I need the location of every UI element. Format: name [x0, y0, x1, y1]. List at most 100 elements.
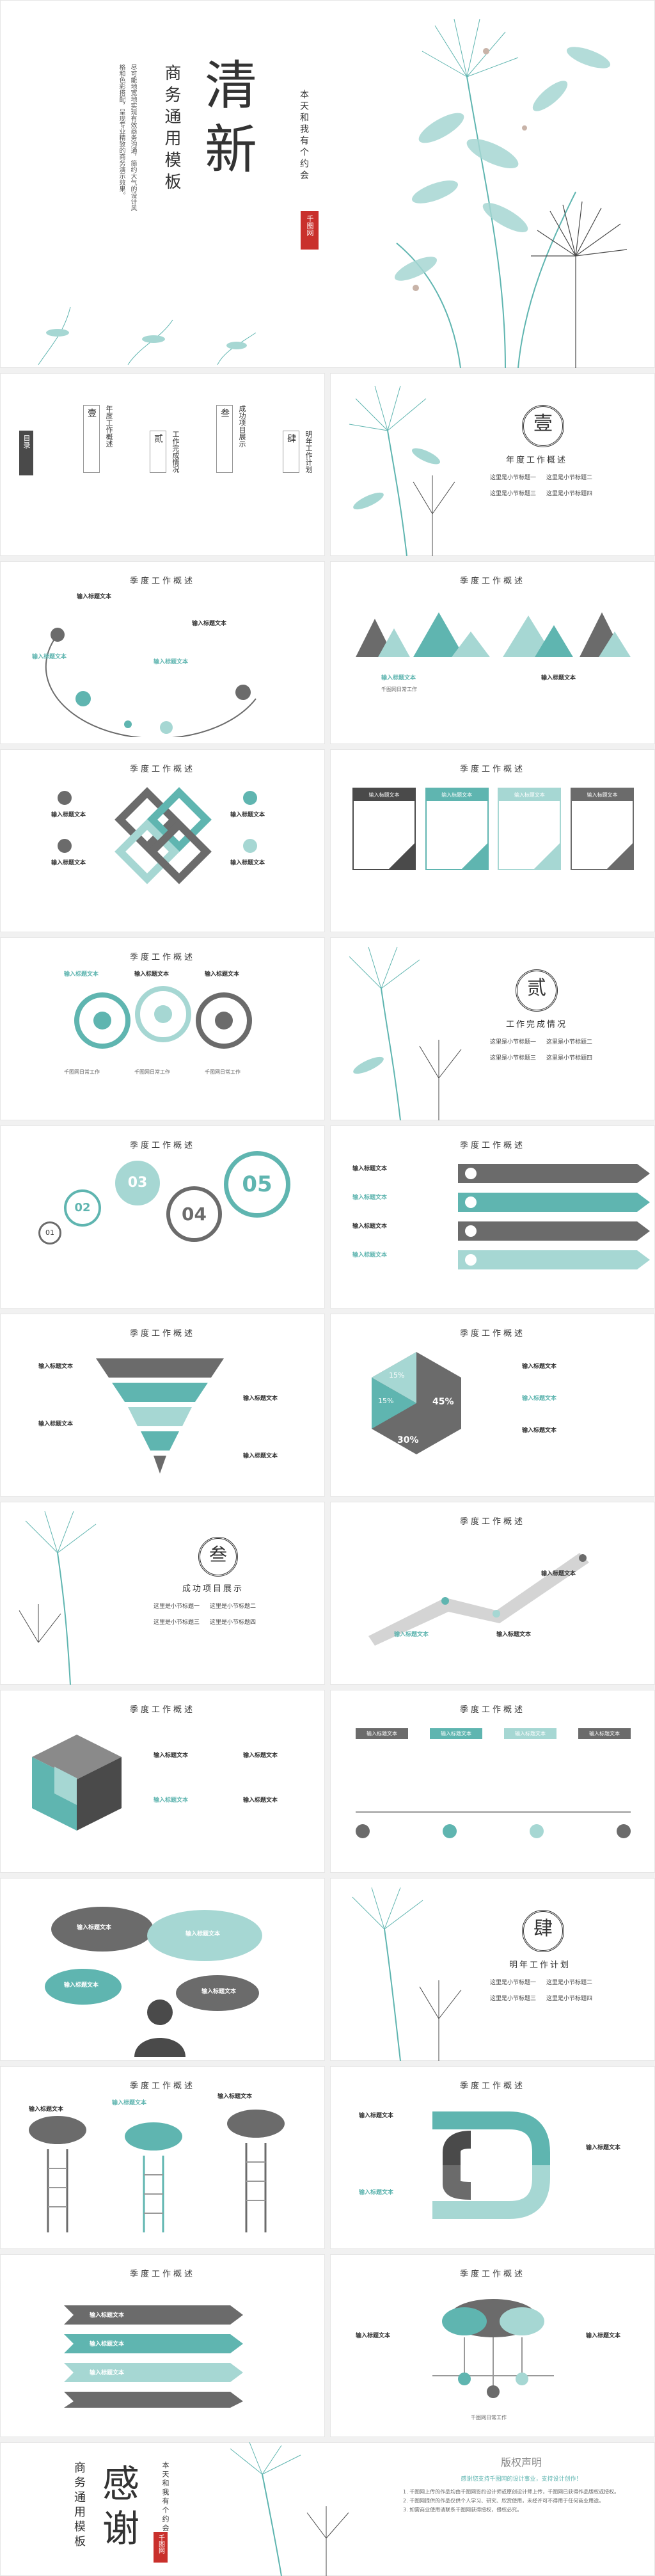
label-title: 输入标题文本 — [586, 2333, 621, 2339]
ending-slide: 感 谢 商务通用模板 本天和我有个约会 千图网 版权声明 感谢您支持千图网的设计… — [0, 2442, 655, 2576]
card-header: 输入标题文本 — [499, 789, 560, 801]
label-title: 输入标题文本 — [586, 2145, 621, 2151]
cover-intro: 尽可能地宽地实现有效商务沟通，简约大气的设计风格和色彩搭配，呈现专业精致的商务演… — [118, 64, 136, 211]
label-title: 输入标题文本 — [230, 860, 265, 866]
toc-badge: 目录 — [19, 431, 33, 475]
bullet-item: 这里是小节标题四 — [210, 1619, 256, 1626]
section-4-bullets: 这里是小节标题一 这里是小节标题二 这里是小节标题三 这里是小节标题四 — [490, 1974, 592, 2006]
bullet-item: 这里是小节标题二 — [210, 1603, 256, 1610]
section-4-number: 肆 — [522, 1910, 564, 1952]
stamp: 千图网 — [154, 2532, 168, 2563]
toc-item-1[interactable]: 壹年度工作概述 — [83, 405, 114, 473]
hex-pct: 15% — [378, 1397, 394, 1405]
label-title: 输入标题文本 — [154, 659, 189, 665]
pipe-diagram — [432, 2111, 550, 2219]
bullet-item: 这里是小节标题一 — [490, 475, 537, 481]
dandelion-illustration — [349, 946, 462, 1120]
dandelion-illustration — [19, 1511, 97, 1685]
slide-title: 季度工作概述 — [129, 1329, 195, 1339]
label-title: 输入标题文本 — [243, 1797, 278, 1804]
dandelion-illustration — [352, 1887, 462, 2061]
toc-item-4-title: 明年工作计划 — [304, 431, 313, 473]
label-title: 输入标题文本 — [205, 971, 240, 978]
card-row: 输入标题文本 输入标题文本 输入标题文本 输入标题文本 — [352, 788, 634, 870]
label-title: 输入标题文本 — [154, 1753, 189, 1759]
copyright-block: 版权声明 感谢您支持千图网的设计事业，支持设计创作！ 1. 千图网上传的作品均由… — [403, 2454, 640, 2515]
section-4-title: 明年工作计划 — [509, 1960, 571, 1970]
section-3-bullets: 这里是小节标题一 这里是小节标题二 这里是小节标题三 这里是小节标题四 — [154, 1598, 256, 1630]
hub-diagram — [432, 2299, 554, 2398]
label-title: 输入标题文本 — [217, 2094, 253, 2100]
copyright-line: 2. 千图网提供的作品仅供个人学习、研究、欣赏使用，未经许可不得用于任何商业用途… — [403, 2498, 604, 2504]
slide-title: 季度工作概述 — [129, 1141, 195, 1150]
number-circle: 04 — [166, 1186, 222, 1242]
growth-arrow — [368, 1553, 589, 1646]
dandelion-illustration — [349, 385, 455, 556]
banner-slide: 季度工作概述 输入标题文本 输入标题文本 输入标题文本 — [0, 2254, 325, 2437]
slide-title: 季度工作概述 — [129, 953, 195, 962]
user-icon — [617, 1824, 631, 1838]
chain-slide: 季度工作概述 输入标题文本 输入标题文本 输入标题文本 输入标题文本 — [0, 749, 325, 932]
bullet-item: 这里是小节标题三 — [490, 1996, 537, 2002]
arc-diagram — [45, 628, 256, 737]
section-3-title: 成功项目展示 — [182, 1584, 244, 1594]
process-header: 输入标题文本 — [578, 1728, 631, 1739]
toc-item-2[interactable]: 贰工作完成情况 — [150, 431, 180, 473]
stamp: 千图网 — [301, 211, 319, 250]
bullet-item: 这里是小节标题三 — [154, 1619, 200, 1626]
ending-subtitle: 本天和我有个约会 — [161, 2461, 170, 2533]
toc-item-2-title: 工作完成情况 — [171, 431, 180, 473]
label-title: 输入标题文本 — [359, 2190, 394, 2196]
toc-item-3[interactable]: 叁成功项目展示 — [216, 405, 247, 473]
ribbon-bars — [458, 1164, 650, 1269]
card: 输入标题文本 — [352, 788, 416, 870]
card-header: 输入标题文本 — [354, 789, 414, 801]
section-1-title: 年度工作概述 — [506, 456, 568, 465]
section-3-number: 叁 — [198, 1537, 238, 1577]
label-title: 输入标题文本 — [243, 1395, 278, 1402]
slide-title: 季度工作概述 — [129, 2081, 195, 2091]
bullet-item: 这里是小节标题四 — [546, 1996, 593, 2002]
slide-title: 季度工作概述 — [459, 1141, 525, 1150]
cube-slide: 季度工作概述 输入标题文本 输入标题文本 输入标题文本 输入标题文本 — [0, 1690, 325, 1873]
user-icon — [58, 791, 72, 805]
label-title: 输入标题文本 — [185, 1931, 221, 1937]
cover-vertical-title: 商务通用模板 — [162, 64, 181, 195]
bullet-item: 这里是小节标题三 — [490, 491, 537, 497]
label-title: 输入标题文本 — [522, 1364, 557, 1370]
label-title: 输入标题文本 — [38, 1421, 74, 1427]
label-title: 输入标题文本 — [64, 971, 99, 978]
toc-item-1-num: 壹 — [83, 405, 100, 473]
slide-title: 季度工作概述 — [129, 2270, 195, 2279]
stamp-text: 千图网 — [306, 215, 314, 236]
mountains-slide: 季度工作概述 输入标题文本 输入标题文本 千图网日常工作 — [330, 561, 655, 744]
section-2-title: 工作完成情况 — [506, 1020, 568, 1030]
toc-item-4[interactable]: 肆明年工作计划 — [283, 431, 313, 473]
label-text: 千图网日常工作 — [381, 687, 417, 692]
label-title: 输入标题文本 — [496, 1632, 532, 1638]
label-text: 千图网日常工作 — [134, 1069, 170, 1075]
label-title: 输入标题文本 — [90, 2370, 125, 2376]
bullet-item: 这里是小节标题一 — [490, 1039, 537, 1046]
thinking-slide: 输入标题文本 输入标题文本 输入标题文本 输入标题文本 — [0, 1878, 325, 2061]
process-header: 输入标题文本 — [430, 1728, 482, 1739]
ending-vertical-title: 商务通用模板 — [72, 2461, 86, 2550]
toc-slide: 目录 壹年度工作概述 贰工作完成情况 叁成功项目展示 肆明年工作计划 — [0, 373, 325, 556]
toc-badge-text: 目录 — [22, 434, 31, 449]
label-title: 输入标题文本 — [243, 1753, 278, 1759]
hub-slide: 季度工作概述 输入标题文本 输入标题文本 千图网日常工作 — [330, 2254, 655, 2437]
ending-title-char-1: 感 — [102, 2462, 140, 2506]
bullet-item: 这里是小节标题二 — [546, 475, 593, 481]
label-title: 输入标题文本 — [352, 1223, 388, 1230]
numbered-circles-slide: 季度工作概述 01 02 03 04 05 — [0, 1125, 325, 1308]
label-title: 输入标题文本 — [134, 971, 170, 978]
ending-title: 感 谢 — [102, 2461, 139, 2551]
label-title: 输入标题文本 — [51, 812, 86, 818]
label-title: 输入标题文本 — [90, 2312, 125, 2319]
dandelion-illustration — [230, 2442, 349, 2576]
section-1-number: 壹 — [522, 405, 564, 447]
label-title: 输入标题文本 — [541, 675, 576, 681]
cards-slide: 季度工作概述 输入标题文本 输入标题文本 输入标题文本 输入标题文本 — [330, 749, 655, 932]
search-icon — [443, 1824, 457, 1838]
hex-pct: 45% — [432, 1397, 454, 1407]
